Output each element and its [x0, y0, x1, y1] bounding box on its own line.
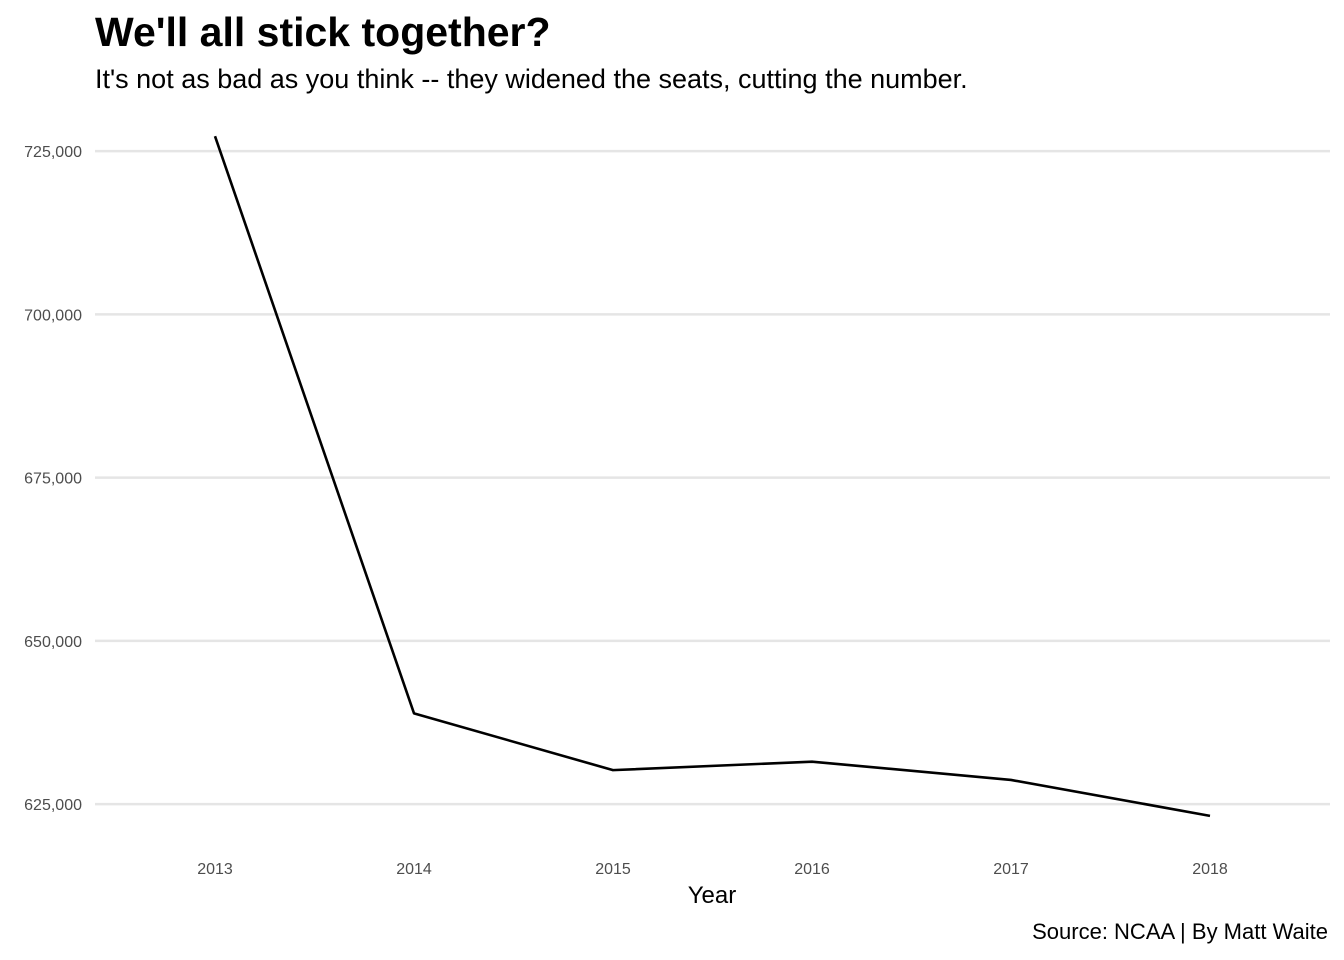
x-tick-label: 2015: [595, 861, 631, 878]
chart-title: We'll all stick together?: [95, 9, 551, 55]
x-tick-label: 2018: [1192, 861, 1228, 878]
series-lines: [213, 135, 1211, 818]
x-axis-title: Year: [688, 882, 737, 909]
x-tick-label: 2016: [794, 861, 830, 878]
series-line-0: [213, 135, 1211, 818]
x-axis-tick-labels: 2013 2014 2015 2016 2017 2018: [197, 861, 1228, 878]
y-tick-label: 725,000: [24, 144, 82, 161]
y-tick-label: 650,000: [24, 634, 82, 651]
x-tick-label: 2017: [993, 861, 1029, 878]
gridlines: [95, 149, 1330, 806]
chart-caption: Source: NCAA | By Matt Waite: [1032, 919, 1328, 944]
y-tick-label: 675,000: [24, 471, 82, 488]
chart-subtitle: It's not as bad as you think -- they wid…: [95, 64, 968, 94]
x-tick-label: 2014: [396, 861, 432, 878]
y-tick-label: 700,000: [24, 307, 82, 324]
y-axis-tick-labels: 625,000 650,000 675,000 700,000 725,000: [24, 144, 82, 814]
x-tick-label: 2013: [197, 861, 233, 878]
y-tick-label: 625,000: [24, 797, 82, 814]
